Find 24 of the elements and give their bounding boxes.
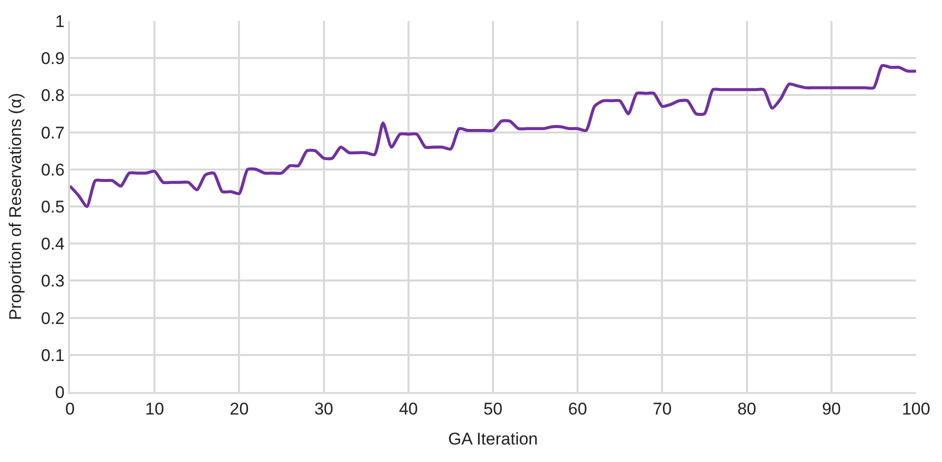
y-tick-label: 0.7: [40, 123, 65, 142]
y-tick-label: 0.2: [40, 308, 65, 328]
x-tick-label: 80: [737, 399, 756, 418]
x-tick-label: 100: [902, 399, 930, 418]
x-tick-label: 10: [145, 399, 164, 418]
y-tick-label: 0.8: [40, 86, 65, 106]
y-tick-label: 0.9: [40, 49, 65, 68]
y-tick-label: 0.5: [40, 197, 65, 216]
x-tick-label: 40: [398, 399, 418, 418]
y-tick-label: 0.4: [40, 234, 65, 254]
x-tick-label: 30: [314, 399, 334, 418]
x-axis-title: GA Iteration: [448, 429, 538, 448]
x-tick-label: 60: [568, 399, 588, 418]
y-tick-label: 0.3: [40, 272, 65, 291]
y-tick-label: 0.6: [40, 160, 65, 180]
x-tick-label: 90: [822, 399, 841, 418]
x-tick-label: 50: [484, 399, 502, 418]
y-axis-title: Proportion of Reservations (α): [6, 92, 26, 320]
line-series: [70, 64, 916, 208]
y-tick-label: 0: [55, 382, 65, 402]
x-tick-label: 20: [230, 399, 249, 418]
y-tick-label: 0.1: [40, 346, 65, 365]
y-tick-label: 1: [55, 12, 65, 31]
x-tick-label: 70: [652, 399, 672, 418]
